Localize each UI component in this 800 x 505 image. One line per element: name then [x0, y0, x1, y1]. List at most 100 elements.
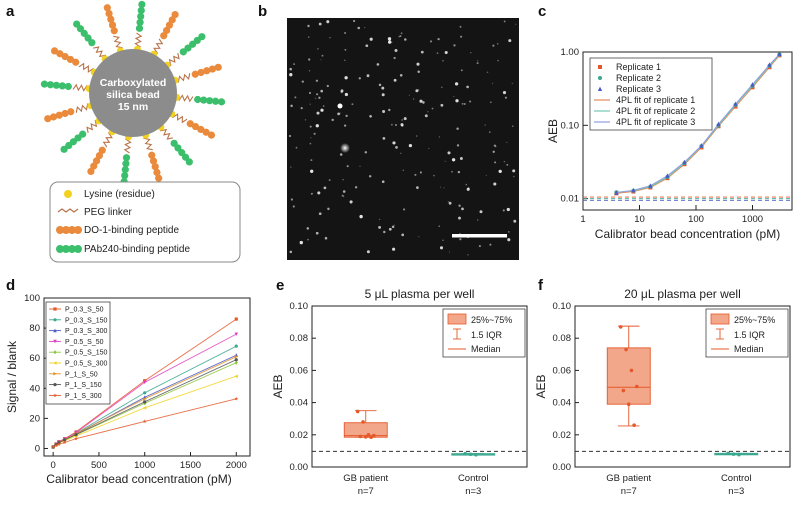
fluorescent-spot: [493, 182, 497, 186]
x-tick-label: 0: [51, 460, 56, 471]
data-point: [737, 452, 741, 457]
fluorescent-spot: [404, 38, 407, 41]
fluorescent-spot: [456, 144, 460, 147]
fluorescent-spot: [378, 226, 381, 229]
fluorescent-spot: [440, 103, 444, 107]
fluorescent-spot: [507, 238, 511, 242]
data-point-series4: [142, 380, 147, 385]
fluorescent-spot: [492, 44, 495, 47]
pab240-peptide-bead: [135, 24, 144, 32]
y-tick-label: 1.00: [561, 47, 580, 58]
panel-label-b: b: [258, 3, 267, 20]
fluorescent-spot: [496, 42, 499, 45]
fluorescent-spot: [455, 99, 459, 103]
legend-marker: [53, 328, 57, 333]
data-point: [361, 420, 365, 424]
bead-schematic: Carboxylated silica bead 15 nm Lysine (r…: [40, 0, 241, 263]
fluorescent-spot: [433, 174, 435, 177]
legend-marker: [53, 307, 57, 311]
data-point-series9: [142, 419, 147, 424]
data-point-rep3: [665, 173, 670, 178]
fluorescent-spot: [342, 178, 344, 181]
legend-marker: [53, 383, 57, 387]
y-tick-label: 0.00: [290, 462, 309, 473]
fluorescent-spot: [491, 82, 494, 85]
y-tick-label: 0.01: [561, 194, 580, 205]
fluorescent-spot: [416, 62, 420, 66]
fluorescent-spot: [342, 195, 345, 198]
pab240-peptide-bead: [60, 145, 68, 153]
fluorescent-spot: [307, 238, 309, 241]
y-tick-label: 0: [35, 443, 40, 454]
fluorescent-spot: [415, 135, 418, 137]
do1-peptide-bead: [72, 58, 80, 66]
fluorescent-spot: [448, 251, 451, 253]
y-tick-label: 0.02: [553, 430, 572, 441]
peg-linker-arm: [153, 38, 164, 55]
data-point: [618, 325, 623, 329]
fluorescent-spot: [416, 186, 419, 189]
fluorescent-spot: [327, 207, 330, 211]
fluorescent-spot: [439, 246, 444, 250]
fluorescent-spot: [494, 145, 497, 148]
data-point: [366, 433, 371, 437]
fluorescent-spot: [317, 191, 321, 195]
data-point: [632, 423, 636, 427]
fluorescent-spot: [295, 146, 298, 149]
x-axis-label: Calibrator bead concentration (pM): [595, 227, 780, 241]
chart-title: 5 μL plasma per well: [365, 287, 475, 301]
fluorescent-spot: [392, 247, 396, 251]
data-point: [358, 434, 363, 439]
fluorescent-spot: [365, 44, 369, 48]
peg-linker-arm: [123, 136, 132, 154]
data-point: [624, 347, 628, 352]
fluorescent-spot: [328, 179, 331, 182]
legend-entry: P_1_S_50: [65, 371, 98, 378]
y-tick-label: 0.04: [553, 398, 572, 409]
fluorescent-spot: [399, 35, 402, 38]
data-point-rep3: [699, 143, 704, 148]
peg-linker-icon: [57, 208, 79, 213]
fluorescent-spot: [417, 70, 420, 74]
fluorescent-spot: [309, 142, 312, 145]
fluorescent-spot: [408, 143, 413, 148]
fluorescence-microscopy-image: [287, 18, 519, 260]
x-tick-label: 500: [91, 460, 107, 471]
y-tick-label: 0.08: [290, 333, 309, 344]
pab240-peptide-bead: [198, 33, 206, 41]
data-point-rep3: [716, 121, 721, 127]
data-point: [363, 435, 368, 439]
fluorescent-spot: [315, 124, 319, 128]
pab240-peptide-bead: [122, 154, 131, 162]
fluorescent-spot: [458, 216, 461, 220]
fluorescent-spot: [477, 60, 479, 62]
y-tick-label: 20: [29, 413, 40, 424]
legend-entry: Replicate 2: [616, 73, 661, 83]
panel-label-e: e: [276, 277, 284, 294]
fluorescent-spot: [485, 174, 487, 177]
bead-text-2: silica bead: [106, 89, 160, 101]
pab240-peptide-bead: [136, 18, 144, 26]
data-point-rep3: [733, 101, 738, 106]
do1-peptide-bead: [90, 162, 98, 170]
data-point-rep3: [750, 82, 755, 87]
data-point: [474, 452, 478, 457]
y-tick-label: 40: [29, 383, 40, 394]
legend-box: [589, 57, 713, 131]
data-point: [629, 368, 634, 373]
pab240-peptide-bead: [58, 82, 66, 90]
fluorescent-spot: [391, 123, 393, 126]
fluorescent-spot: [378, 218, 381, 221]
pab240-peptide-bead: [73, 20, 81, 28]
fluorescent-spot: [304, 119, 307, 121]
fluorescent-spot: [465, 183, 468, 186]
do1-peptide-bead: [197, 68, 205, 77]
fluorescent-spot: [394, 49, 398, 52]
fluorescent-spot: [349, 200, 353, 204]
do1-peptide-bead: [108, 21, 117, 29]
do1-peptide-bead: [50, 47, 59, 55]
fluorescent-spot: [512, 169, 516, 173]
data-point-rep3: [777, 51, 782, 56]
data-point-series9: [56, 442, 61, 446]
fluorescent-spot: [395, 146, 398, 149]
